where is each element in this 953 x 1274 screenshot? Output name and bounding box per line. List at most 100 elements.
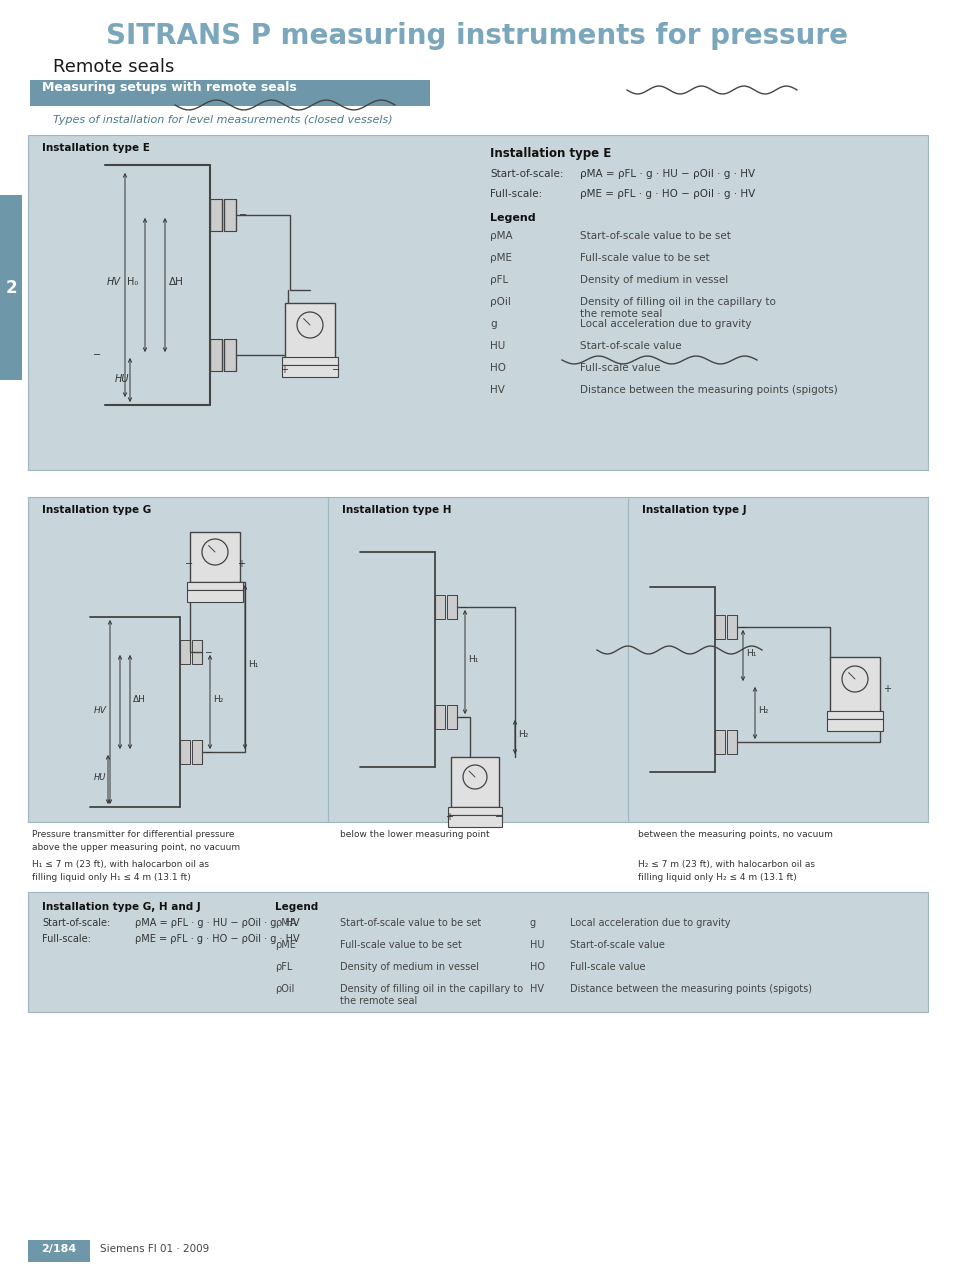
Bar <box>210 339 222 371</box>
Bar <box>435 595 444 619</box>
Text: ρME = ρFL · g · HO − ρOil · g · HV: ρME = ρFL · g · HO − ρOil · g · HV <box>135 934 299 944</box>
Text: Legend: Legend <box>490 213 535 223</box>
Text: Full-scale:: Full-scale: <box>490 189 541 199</box>
Text: ΔH: ΔH <box>169 276 184 287</box>
Text: H₀: H₀ <box>127 276 138 287</box>
Text: ρOil: ρOil <box>274 984 294 994</box>
Text: Remote seals: Remote seals <box>53 59 174 76</box>
Text: HU: HU <box>115 375 130 383</box>
Text: −: − <box>495 812 502 822</box>
Text: HV: HV <box>490 385 504 395</box>
Text: −: − <box>92 350 101 361</box>
Bar <box>180 640 190 664</box>
Text: Types of installation for level measurements (closed vessels): Types of installation for level measurem… <box>53 115 393 125</box>
Bar <box>187 582 243 590</box>
Text: Installation type H: Installation type H <box>341 505 451 515</box>
Text: Local acceleration due to gravity: Local acceleration due to gravity <box>579 318 751 329</box>
Bar <box>714 615 724 640</box>
Text: Start-of-scale value: Start-of-scale value <box>579 341 680 352</box>
Text: Legend: Legend <box>274 902 318 912</box>
Bar <box>448 806 501 815</box>
Text: −: − <box>739 622 745 631</box>
Text: ρMA = ρFL · g · HU − ρOil · g · HV: ρMA = ρFL · g · HU − ρOil · g · HV <box>579 169 755 180</box>
Bar <box>0 195 22 380</box>
Text: Installation type G: Installation type G <box>42 505 152 515</box>
Text: Installation type E: Installation type E <box>490 147 611 161</box>
Text: Start-of-scale:: Start-of-scale: <box>42 919 111 927</box>
Bar <box>28 1240 90 1263</box>
Text: ρME: ρME <box>490 254 512 262</box>
Bar <box>826 711 882 719</box>
Bar <box>192 640 202 664</box>
Text: g: g <box>490 318 497 329</box>
Text: HO: HO <box>490 363 505 373</box>
Text: Distance between the measuring points (spigots): Distance between the measuring points (s… <box>579 385 837 395</box>
Text: Full-scale value: Full-scale value <box>569 962 645 972</box>
Text: ρME = ρFL · g · HO − ρOil · g · HV: ρME = ρFL · g · HO − ρOil · g · HV <box>579 189 755 199</box>
Bar <box>180 740 190 764</box>
Bar <box>30 80 430 106</box>
Text: +: + <box>444 812 453 822</box>
Text: Pressure transmitter for differential pressure: Pressure transmitter for differential pr… <box>32 829 234 840</box>
Bar <box>224 339 235 371</box>
Text: below the lower measuring point: below the lower measuring point <box>339 829 489 840</box>
Text: 2/184: 2/184 <box>41 1243 76 1254</box>
Text: ρMA: ρMA <box>490 231 512 241</box>
Text: filling liquid only H₁ ≤ 4 m (13.1 ft): filling liquid only H₁ ≤ 4 m (13.1 ft) <box>32 873 191 882</box>
Bar <box>28 892 927 1012</box>
Text: ρOil: ρOil <box>490 297 511 307</box>
Text: −: − <box>332 364 340 375</box>
Bar <box>285 303 335 358</box>
Bar <box>190 533 240 582</box>
Text: HV: HV <box>530 984 543 994</box>
Bar <box>192 740 202 764</box>
Bar <box>28 497 927 822</box>
Text: Density of medium in vessel: Density of medium in vessel <box>339 962 478 972</box>
Bar <box>187 590 243 603</box>
Text: Start-of-scale value to be set: Start-of-scale value to be set <box>579 231 730 241</box>
Text: H₁: H₁ <box>248 660 258 669</box>
Bar <box>224 199 235 231</box>
Bar <box>435 705 444 729</box>
Text: Full-scale value to be set: Full-scale value to be set <box>339 940 461 950</box>
Bar <box>448 815 501 827</box>
Bar <box>282 357 337 364</box>
Bar <box>282 364 337 377</box>
Text: ρME: ρME <box>274 940 295 950</box>
Text: SITRANS P measuring instruments for pressure: SITRANS P measuring instruments for pres… <box>106 22 847 50</box>
Text: HV: HV <box>107 276 121 287</box>
Text: +: + <box>236 559 245 569</box>
Bar <box>726 615 737 640</box>
Text: −: − <box>458 603 466 612</box>
Text: Start-of-scale value to be set: Start-of-scale value to be set <box>339 919 480 927</box>
Text: −: − <box>458 712 466 721</box>
Text: H₁: H₁ <box>745 648 756 657</box>
Text: Start-of-scale value: Start-of-scale value <box>569 940 664 950</box>
Text: ρMA: ρMA <box>274 919 296 927</box>
Bar <box>451 757 498 806</box>
Text: H₂: H₂ <box>517 730 528 739</box>
Text: HU: HU <box>530 940 544 950</box>
Bar <box>826 719 882 731</box>
Text: −: − <box>185 559 193 569</box>
Text: +: + <box>280 364 288 375</box>
Text: Measuring setups with remote seals: Measuring setups with remote seals <box>42 82 296 94</box>
Text: Density of medium in vessel: Density of medium in vessel <box>579 275 727 285</box>
Text: H₁: H₁ <box>468 655 477 664</box>
Text: ρFL: ρFL <box>274 962 292 972</box>
Text: ρMA = ρFL · g · HU − ρOil · g · HV: ρMA = ρFL · g · HU − ρOil · g · HV <box>135 919 299 927</box>
Text: H₂: H₂ <box>213 696 223 705</box>
Text: between the measuring points, no vacuum: between the measuring points, no vacuum <box>638 829 832 840</box>
Text: HU: HU <box>490 341 505 352</box>
Text: Installation type G, H and J: Installation type G, H and J <box>42 902 200 912</box>
Text: Local acceleration due to gravity: Local acceleration due to gravity <box>569 919 730 927</box>
Text: Full-scale value: Full-scale value <box>579 363 659 373</box>
Text: Start-of-scale:: Start-of-scale: <box>490 169 563 180</box>
Bar <box>829 657 879 712</box>
Text: ΔH: ΔH <box>132 696 146 705</box>
Text: Density of filling oil in the capillary to: Density of filling oil in the capillary … <box>579 297 775 307</box>
Text: 2: 2 <box>5 279 17 297</box>
Text: filling liquid only H₂ ≤ 4 m (13.1 ft): filling liquid only H₂ ≤ 4 m (13.1 ft) <box>638 873 796 882</box>
Text: H₂ ≤ 7 m (23 ft), with halocarbon oil as: H₂ ≤ 7 m (23 ft), with halocarbon oil as <box>638 860 814 869</box>
Bar <box>28 135 927 470</box>
